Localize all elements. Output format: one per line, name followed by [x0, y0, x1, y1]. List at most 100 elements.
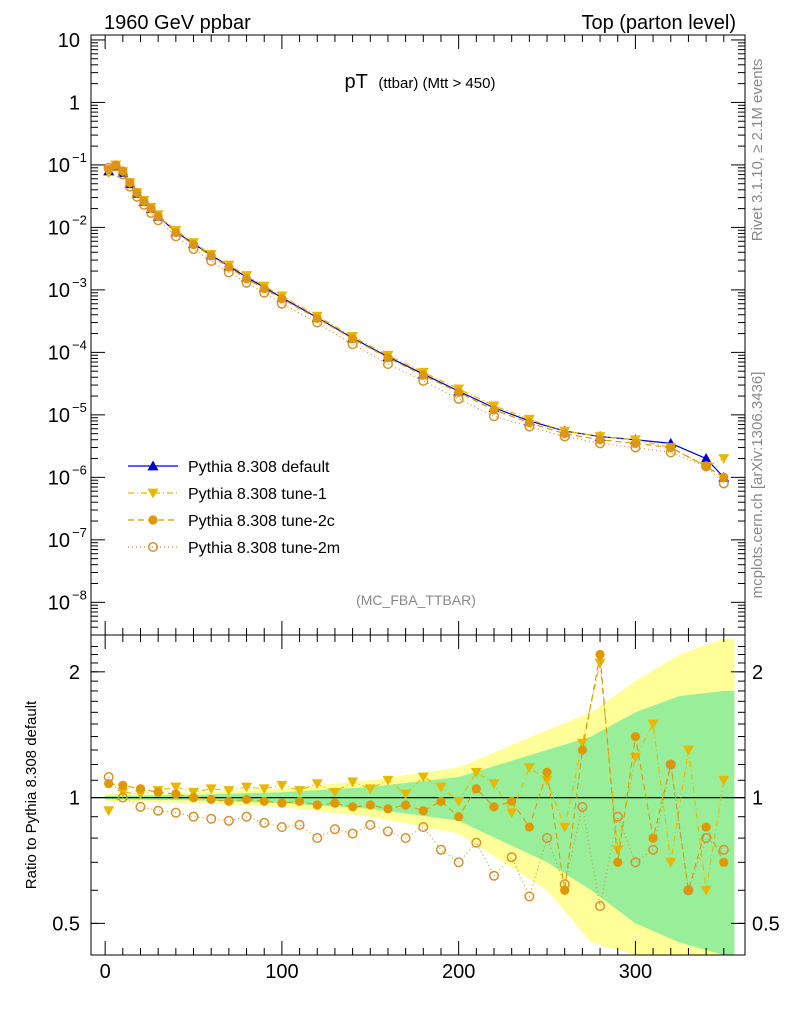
ratio-data-point [612, 811, 623, 822]
ratio-data-point [682, 745, 694, 756]
ratio-data-point [648, 833, 658, 843]
ratio-data-point [683, 885, 694, 896]
ratio-data-point [365, 800, 375, 810]
data-point [524, 421, 535, 432]
ratio-y-axis-label: Ratio to Pythia 8.308 default [23, 700, 40, 889]
ratio-data-point [471, 784, 481, 794]
ratio-data-point [223, 815, 234, 826]
ratio-data-point [364, 784, 376, 795]
ratio-data-point [594, 658, 606, 669]
y-tick-label: 10 [48, 467, 70, 489]
ratio-data-point [454, 812, 464, 822]
ratio-data-point [241, 794, 252, 805]
ratio-data-point [665, 759, 676, 770]
ratio-data-point [577, 745, 587, 755]
data-point [188, 244, 199, 255]
data-point [382, 359, 394, 370]
ratio-data-point [103, 806, 115, 817]
ratio-data-point [205, 784, 217, 795]
ratio-data-point [153, 787, 163, 797]
data-point [665, 447, 676, 458]
ratio-data-point [188, 792, 199, 803]
ratio-uncertainty-band [105, 690, 735, 955]
ratio-data-point [382, 775, 394, 786]
data-point [131, 191, 143, 202]
data-point [139, 196, 149, 207]
ratio-data-point [488, 870, 500, 881]
ratio-data-point [294, 796, 305, 806]
data-point [347, 339, 358, 350]
data-point [103, 162, 114, 173]
ratio-data-point [347, 777, 359, 788]
ratio-data-point [400, 789, 412, 800]
data-point [418, 375, 429, 386]
header-left-label: 1960 GeV ppbar [104, 12, 251, 34]
x-tick-label: 300 [619, 961, 652, 983]
ratio-data-point [700, 885, 712, 896]
ratio-data-point [666, 759, 676, 770]
chart-title: pT (ttbar) (Mtt > 450) [345, 71, 496, 93]
legend-label: Pythia 8.308 tune-2c [188, 513, 335, 530]
series-line [108, 164, 725, 478]
ratio-data-point [576, 738, 588, 749]
data-point [560, 429, 570, 439]
data-point [206, 251, 216, 261]
data-point [241, 277, 252, 288]
data-point [124, 181, 135, 192]
ratio-data-point [365, 819, 376, 831]
ratio-data-point [559, 822, 571, 833]
ratio-data-point [135, 784, 146, 794]
ratio-data-point [294, 786, 306, 796]
ratio-data-point [524, 822, 534, 832]
data-point [718, 478, 729, 489]
ratio-data-point [418, 806, 428, 816]
y-tick-label: 10 [48, 405, 70, 427]
ratio-data-point [542, 767, 552, 777]
ratio-data-point [435, 844, 447, 855]
ratio-data-point [683, 885, 694, 895]
ratio-data-point [329, 824, 340, 835]
ratio-y-tick-label-right: 2 [752, 662, 763, 684]
ratio-data-point [223, 786, 235, 796]
main-series-layer [103, 160, 730, 489]
ratio-data-point [276, 822, 287, 833]
data-point [630, 442, 641, 453]
y-tick-label: 10 [48, 155, 70, 177]
data-point [138, 199, 150, 210]
ratio-data-point [153, 805, 164, 816]
mcplots-credit-label: mcplots.cern.ch [arXiv:1306.3436] [749, 372, 766, 599]
ratio-data-point [595, 649, 605, 660]
data-point [259, 287, 270, 298]
ratio-series-layer [103, 649, 730, 912]
ratio-data-point [241, 811, 252, 822]
data-point [110, 161, 121, 172]
ratio-data-point [453, 796, 465, 807]
header-right-label: Top (parton level) [581, 12, 736, 34]
x-tick-label: 100 [265, 961, 298, 983]
ratio-data-point [259, 796, 269, 806]
ratio-data-point [348, 802, 358, 812]
data-point [153, 215, 164, 226]
ratio-data-point [117, 792, 128, 803]
x-tick-label: 0 [100, 961, 111, 983]
ratio-data-point [401, 800, 411, 810]
legend-marker [147, 488, 159, 499]
data-point [206, 255, 217, 267]
ratio-data-point [471, 837, 482, 848]
ratio-data-point [541, 833, 553, 844]
y-tick-exponent: −3 [72, 275, 87, 290]
y-tick-exponent: −4 [72, 337, 87, 352]
ratio-data-point [488, 779, 500, 790]
y-tick-label: 10 [48, 530, 70, 552]
ratio-data-point [171, 789, 181, 799]
ratio-data-point [135, 801, 146, 812]
ratio-data-point [188, 787, 200, 798]
legend-label: Pythia 8.308 tune-1 [188, 486, 327, 503]
ratio-data-point [383, 804, 393, 814]
data-point [453, 393, 464, 404]
ratio-data-point [613, 857, 623, 867]
y-tick-label: 10 [48, 592, 70, 614]
ratio-data-point [435, 782, 447, 793]
y-tick-exponent: −5 [72, 400, 87, 415]
legend: Pythia 8.308 default Pythia 8.308 tune-1 P… [128, 459, 340, 557]
